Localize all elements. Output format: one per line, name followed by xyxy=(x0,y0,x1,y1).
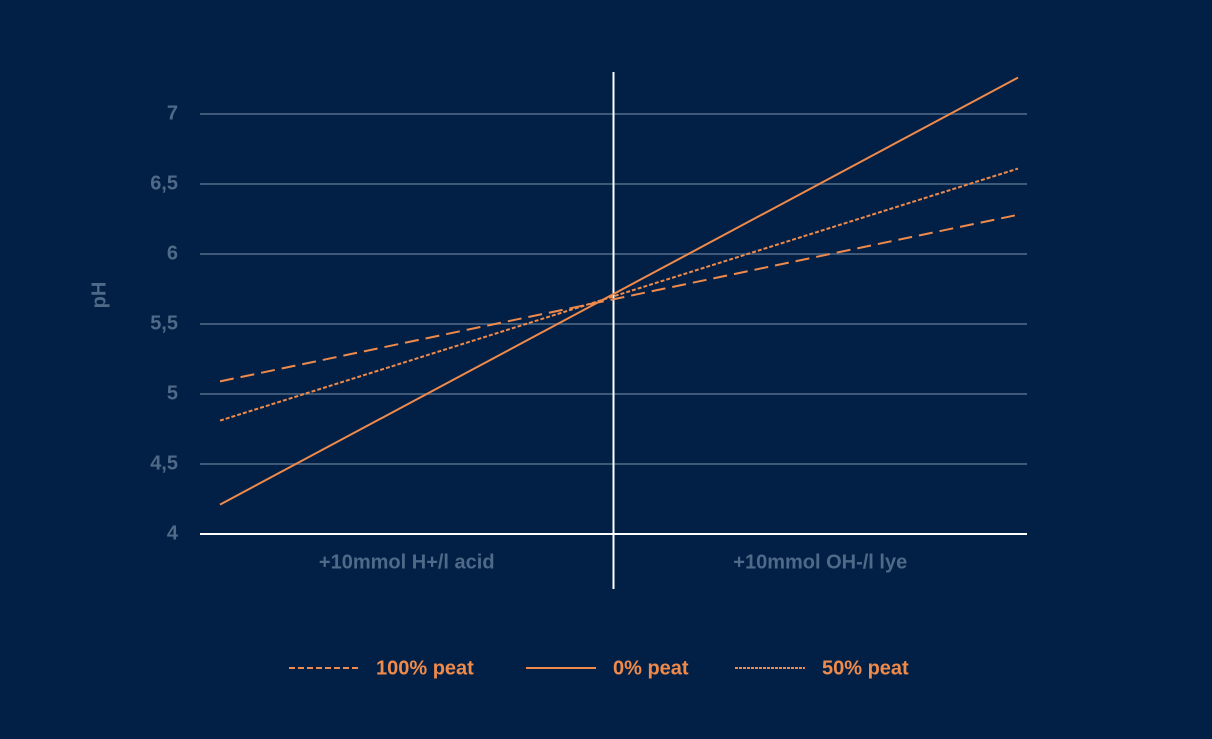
y-tick-label: 5 xyxy=(167,382,178,404)
legend-label: 100% peat xyxy=(376,657,474,679)
x-tick-label: +10mmol OH-/l lye xyxy=(733,551,907,573)
y-tick-label: 4 xyxy=(167,522,179,544)
y-tick-label: 5,5 xyxy=(150,312,178,334)
y-tick-label: 6,5 xyxy=(150,172,178,194)
legend-label: 50% peat xyxy=(822,657,909,679)
y-tick-label: 7 xyxy=(167,102,178,124)
x-tick-label: +10mmol H+/l acid xyxy=(319,551,495,573)
series-line xyxy=(219,167,1019,422)
y-axis-label: pH xyxy=(88,282,110,309)
y-tick-label: 4,5 xyxy=(150,452,178,474)
y-tick-label: 6 xyxy=(167,242,178,264)
series-line xyxy=(219,213,1019,383)
series-line xyxy=(219,76,1019,506)
legend-label: 0% peat xyxy=(613,657,689,679)
